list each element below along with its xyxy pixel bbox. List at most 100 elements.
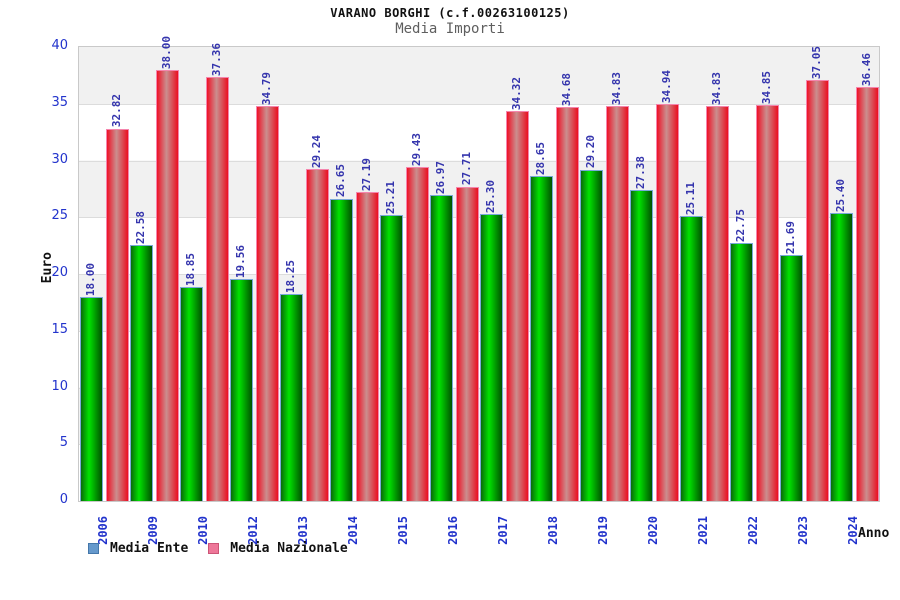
value-label-ente-2020: 27.38: [634, 156, 647, 190]
x-tick-2014: 2014: [346, 516, 360, 545]
bar-group-2015: 25.21 29.43: [379, 47, 429, 501]
x-tick-cell-2021: 2021: [678, 504, 728, 545]
gridline-15: [79, 330, 879, 332]
value-label-nazionale-2023: 37.05: [810, 46, 823, 80]
x-tick-2017: 2017: [496, 516, 510, 545]
bar-nazionale-2012: 34.79: [255, 72, 279, 501]
bar-ente-2015: 25.21: [379, 181, 403, 501]
bar-group-2023: 21.69 37.05: [779, 46, 829, 501]
bar-nazionale-2019: 34.83: [605, 72, 629, 501]
bar-group-2010: 18.85 37.36: [179, 43, 229, 501]
y-tick-40: 40: [51, 38, 68, 53]
gridline-5: [79, 444, 879, 446]
gridline-10: [79, 387, 879, 389]
bar-nazionale-2022: 34.85: [755, 71, 779, 501]
x-tick-cell-2019: 2019: [578, 504, 628, 545]
bar-ente-2019: 29.20: [579, 135, 603, 501]
bar-group-2024: 25.40 36.46: [829, 47, 879, 501]
value-label-ente-2017: 25.30: [484, 179, 497, 213]
chart-title: VARANO BORGHI (c.f.00263100125): [330, 6, 570, 20]
value-label-ente-2019: 29.20: [584, 135, 597, 169]
bar-nazionale-2015: 29.43: [405, 133, 429, 501]
legend-label-media-ente: Media Ente: [110, 541, 189, 556]
value-label-nazionale-2024: 36.46: [860, 53, 873, 87]
value-label-ente-2010: 18.85: [184, 252, 197, 287]
plot-area: 18.00 32.82 22.58 38.00 18.85 37.36 19.56 34.79…: [78, 36, 880, 502]
bar-nazionale-2018: 34.68: [555, 73, 579, 501]
legend: Media Ente Media Nazionale: [88, 541, 348, 556]
value-label-ente-2018: 28.65: [534, 141, 547, 175]
value-label-nazionale-2016: 27.71: [460, 152, 473, 186]
value-label-nazionale-2009: 38.00: [160, 35, 173, 69]
value-label-ente-2014: 26.65: [334, 164, 347, 198]
value-label-nazionale-2006: 32.82: [110, 94, 123, 128]
x-tick-2016: 2016: [446, 516, 460, 545]
bar-group-2016: 26.97 27.71: [429, 47, 479, 501]
bar-ente-2009: 22.58: [129, 211, 153, 501]
x-tick-cell-2013: 2013: [278, 504, 328, 545]
bar-group-2022: 22.75 34.85: [729, 47, 779, 501]
value-label-nazionale-2022: 34.85: [760, 71, 773, 105]
bar-ente-2017: 25.30: [479, 180, 503, 501]
bar-group-2020: 27.38 34.94: [629, 47, 679, 501]
bar-ente-2014: 26.65: [329, 164, 353, 501]
x-tick-2019: 2019: [596, 516, 610, 545]
bar-ente-2012: 19.56: [229, 245, 253, 501]
value-label-ente-2015: 25.21: [384, 180, 397, 214]
value-label-ente-2006: 18.00: [84, 262, 97, 296]
y-tick-25: 25: [51, 208, 68, 224]
x-tick-cell-2020: 2020: [628, 504, 678, 545]
x-tick-2018: 2018: [546, 516, 560, 545]
x-tick-cell-2006: 2006: [78, 504, 128, 545]
value-label-nazionale-2020: 34.94: [660, 70, 673, 104]
gridline-20: [79, 274, 879, 275]
value-label-ente-2012: 19.56: [234, 244, 247, 278]
bar-group-2012: 19.56 34.79: [229, 47, 279, 501]
bar-group-2021: 25.11 34.83: [679, 47, 729, 501]
bar-nazionale-2023: 37.05: [805, 46, 829, 501]
bar-ente-2006: 18.00: [79, 263, 103, 501]
bar-group-2006: 18.00 32.82: [79, 47, 129, 501]
value-label-nazionale-2013: 29.24: [310, 135, 323, 169]
value-label-nazionale-2010: 37.36: [210, 42, 223, 76]
y-tick-30: 30: [51, 151, 68, 167]
x-tick-cell-2022: 2022: [728, 504, 778, 545]
x-tick-2023: 2023: [796, 516, 810, 545]
value-label-ente-2024: 25.40: [834, 178, 847, 212]
value-label-nazionale-2012: 34.79: [260, 72, 273, 106]
x-tick-2020: 2020: [646, 516, 660, 545]
value-label-nazionale-2015: 29.43: [410, 132, 423, 166]
value-label-ente-2023: 21.69: [784, 220, 797, 254]
bar-groups: 18.00 32.82 22.58 38.00 18.85 37.36 19.56 34.79…: [79, 36, 879, 501]
y-tick-15: 15: [51, 321, 68, 337]
y-tick-5: 5: [59, 435, 68, 451]
bar-ente-2024: 25.40: [829, 179, 853, 501]
bar-nazionale-2016: 27.71: [455, 152, 479, 501]
gridline-30: [79, 160, 879, 162]
value-label-nazionale-2019: 34.83: [610, 71, 623, 105]
legend-swatch-media-ente-icon: [88, 543, 99, 554]
value-label-nazionale-2021: 34.83: [710, 71, 723, 105]
value-label-ente-2022: 22.75: [734, 208, 747, 242]
value-label-ente-2013: 18.25: [284, 259, 297, 293]
gridline-35: [79, 103, 879, 105]
bar-nazionale-2009: 38.00: [155, 36, 179, 501]
bar-group-2013: 18.25 29.24: [279, 47, 329, 501]
x-tick-cell-2009: 2009: [128, 504, 178, 545]
legend-item-media-nazionale: Media Nazionale: [208, 541, 348, 556]
y-tick-35: 35: [51, 94, 68, 110]
bar-ente-2018: 28.65: [529, 142, 553, 501]
bar-ente-2013: 18.25: [279, 260, 303, 501]
bar-nazionale-2024: 36.46: [855, 53, 879, 501]
bar-nazionale-2014: 27.19: [355, 158, 379, 501]
value-label-ente-2021: 25.11: [684, 181, 697, 216]
y-tick-0: 0: [59, 492, 68, 507]
bar-group-2014: 26.65 27.19: [329, 47, 379, 501]
legend-swatch-media-nazionale-icon: [208, 543, 220, 554]
legend-label-media-nazionale: Media Nazionale: [230, 541, 348, 556]
x-tick-cell-2016: 2016: [428, 504, 478, 545]
bar-nazionale-2010: 37.36: [205, 43, 229, 501]
y-tick-10: 10: [51, 378, 68, 394]
x-tick-cell-2017: 2017: [478, 504, 528, 545]
